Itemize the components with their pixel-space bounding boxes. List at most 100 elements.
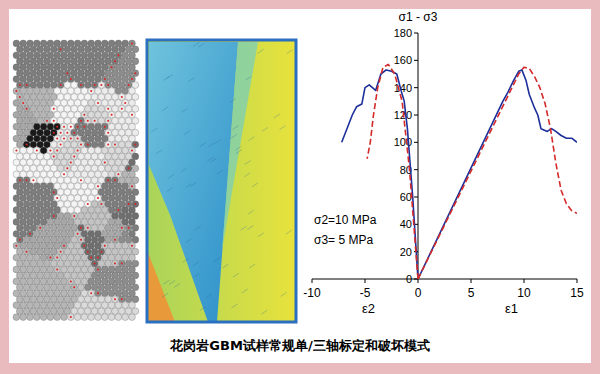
grain-boundary — [104, 161, 106, 163]
particle — [81, 242, 88, 249]
particle — [67, 302, 74, 309]
particle — [27, 159, 34, 166]
particle — [40, 314, 47, 321]
particle — [88, 88, 95, 95]
grain-boundary — [121, 298, 123, 300]
grain-boundary — [87, 120, 89, 122]
particle — [61, 135, 68, 142]
grain-boundary — [134, 203, 136, 205]
particle — [47, 207, 54, 214]
particle — [101, 147, 108, 154]
velocity-vector — [162, 107, 168, 111]
particle — [132, 129, 139, 136]
particle — [91, 141, 98, 148]
particle — [44, 70, 51, 77]
velocity-vector — [246, 76, 252, 80]
grain-boundary — [134, 72, 136, 74]
particle — [118, 189, 125, 196]
y-tick-label: 40 — [400, 218, 412, 230]
grain-boundary — [63, 245, 65, 247]
particle — [33, 219, 40, 226]
grain-boundary — [94, 263, 96, 265]
particle — [33, 40, 40, 47]
grain-boundary — [131, 150, 133, 152]
particle — [64, 165, 71, 172]
velocity-vector — [200, 307, 206, 311]
particle — [132, 308, 139, 315]
particle — [101, 219, 108, 226]
grain-boundary — [77, 126, 79, 128]
grain-boundary — [60, 132, 62, 134]
particle — [37, 129, 44, 136]
particle — [88, 111, 95, 118]
x-tick — [312, 279, 313, 283]
particle — [105, 153, 112, 160]
particle — [27, 290, 34, 297]
particle — [13, 40, 20, 47]
particle — [50, 248, 57, 255]
particle — [16, 272, 23, 279]
particle — [47, 135, 54, 142]
particle — [13, 147, 20, 154]
particle — [50, 177, 57, 184]
particle — [13, 302, 20, 309]
particle — [16, 189, 23, 196]
particle — [74, 230, 81, 237]
particle — [23, 308, 30, 315]
particle — [67, 135, 74, 142]
particle — [108, 195, 115, 202]
particle — [118, 308, 125, 315]
particle — [84, 117, 91, 124]
grain-boundary — [56, 257, 58, 259]
particle — [20, 290, 27, 297]
particle — [118, 105, 125, 112]
particle — [40, 159, 47, 166]
particle — [23, 165, 30, 172]
particle — [57, 153, 64, 160]
particle — [50, 308, 57, 315]
y-tick — [414, 169, 418, 170]
x-axis — [312, 279, 577, 280]
particle — [95, 147, 102, 154]
particle — [84, 260, 91, 267]
particle — [50, 201, 57, 208]
velocity-vector — [184, 130, 190, 134]
particle — [23, 82, 30, 89]
particle — [40, 40, 47, 47]
particle — [105, 272, 112, 279]
particle — [27, 171, 34, 178]
grain-boundary — [73, 286, 75, 288]
particle — [30, 94, 37, 101]
velocity-vector — [162, 293, 168, 297]
grain-boundary — [104, 126, 106, 128]
particle — [61, 230, 68, 237]
particle — [115, 278, 122, 285]
grain-boundary — [80, 179, 82, 181]
particle — [67, 123, 74, 130]
grain-boundary — [114, 263, 116, 265]
velocity-vector — [200, 143, 206, 147]
particle — [125, 284, 132, 291]
particle — [44, 296, 51, 303]
particle — [78, 201, 85, 208]
particle — [105, 224, 112, 231]
particle — [33, 230, 40, 237]
particle — [132, 70, 139, 77]
particle — [44, 141, 51, 148]
particle — [91, 260, 98, 267]
grain-boundary — [56, 150, 58, 152]
particle — [78, 153, 85, 160]
particle — [71, 153, 78, 160]
particle — [122, 88, 129, 95]
particle — [30, 117, 37, 124]
particle — [101, 88, 108, 95]
particle — [118, 296, 125, 303]
particle — [78, 58, 85, 65]
particle — [98, 165, 105, 172]
particle — [16, 46, 23, 53]
particle — [108, 64, 115, 71]
particle — [122, 147, 129, 154]
particle — [71, 224, 78, 231]
grain-boundary — [26, 84, 28, 86]
grain-boundary — [53, 215, 55, 217]
